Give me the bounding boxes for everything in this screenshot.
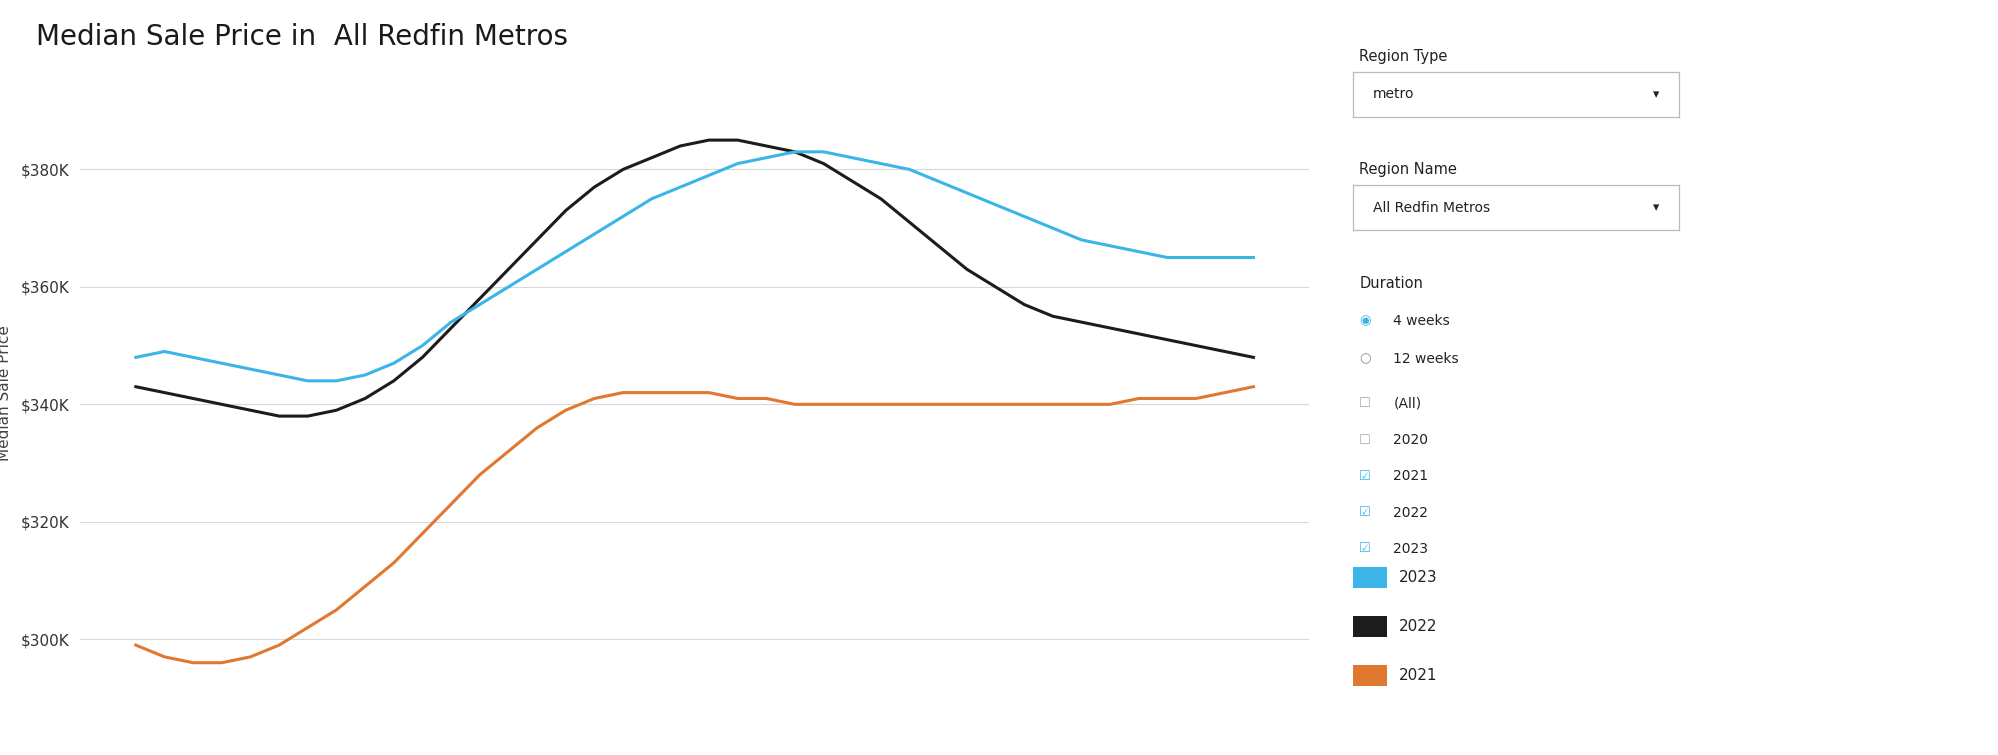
Text: 2021: 2021 [1399,668,1437,683]
Text: 4 weeks: 4 weeks [1393,314,1449,328]
Text: ▾: ▾ [1652,201,1658,214]
Text: 2023: 2023 [1393,542,1429,556]
Text: ☐: ☐ [1359,397,1371,411]
Text: Region Type: Region Type [1359,49,1447,64]
Text: Duration: Duration [1359,276,1423,291]
Text: ○: ○ [1359,352,1371,365]
Text: All Redfin Metros: All Redfin Metros [1373,201,1489,214]
Text: 2021: 2021 [1393,470,1429,483]
Text: ▾: ▾ [1652,88,1658,101]
Text: ◉: ◉ [1359,314,1371,328]
Text: ☑: ☑ [1359,506,1371,519]
Text: ☑: ☑ [1359,542,1371,556]
Text: Median Sale Price in  All Redfin Metros: Median Sale Price in All Redfin Metros [36,23,567,51]
Text: metro: metro [1373,88,1415,101]
Text: 2022: 2022 [1399,619,1437,634]
Y-axis label: Median Sale Price: Median Sale Price [0,325,12,461]
Text: 2022: 2022 [1393,506,1429,519]
Text: 2020: 2020 [1393,433,1429,447]
Text: (All): (All) [1393,397,1421,411]
Text: ☐: ☐ [1359,433,1371,447]
Text: Region Name: Region Name [1359,162,1457,177]
Text: ☑: ☑ [1359,470,1371,483]
Text: 12 weeks: 12 weeks [1393,352,1459,365]
Text: 2023: 2023 [1399,570,1437,585]
